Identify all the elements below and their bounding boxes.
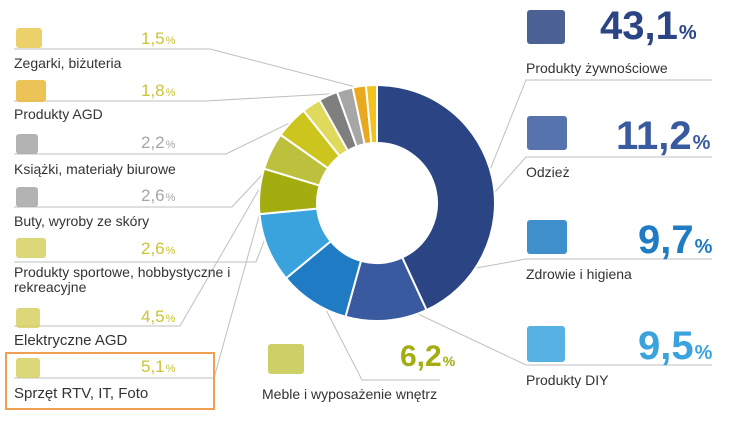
pct-unit: %	[678, 22, 697, 44]
pct-label-sport: 2,6%	[141, 240, 175, 257]
highlight-box	[5, 352, 215, 410]
slice-produkty-zywnosciowe	[376, 83, 496, 312]
cat-label-clothing: Odzież	[526, 164, 570, 180]
rtv-camera-icon	[16, 358, 40, 378]
pct-unit: %	[165, 87, 176, 99]
connector-zegarki-bizuteria	[14, 48, 372, 92]
pct-unit: %	[692, 132, 711, 154]
pct-unit: %	[165, 192, 176, 204]
pct-label-books: 2,2%	[141, 134, 175, 151]
diy-tools-icon	[527, 326, 565, 362]
pct-value: 6,2	[400, 340, 442, 373]
cat-label-watch: Zegarki, biżuteria	[14, 55, 122, 71]
pct-unit: %	[165, 363, 176, 375]
pct-value: 5,1	[141, 357, 165, 376]
category-icons	[16, 10, 567, 378]
bicycle-icon	[16, 238, 46, 258]
health-icon	[527, 220, 567, 254]
pct-label-watch: 1,5%	[141, 30, 175, 47]
pct-value: 1,5	[141, 29, 165, 48]
pct-label-rtv: 5,1%	[141, 358, 175, 375]
pct-label-elec-agd: 4,5%	[141, 308, 175, 325]
cat-label-sport-text: Produkty sportowe, hobbystyczne i rekrea…	[14, 264, 231, 295]
pct-unit: %	[165, 35, 176, 47]
handbag-icon	[16, 187, 38, 207]
cat-label-agd: Produkty AGD	[14, 106, 103, 122]
pct-value: 9,5	[638, 324, 694, 368]
pct-value: 9,7	[638, 218, 694, 262]
clothing-icon	[527, 116, 567, 150]
pct-value: 4,5	[141, 307, 165, 326]
pct-unit: %	[165, 313, 176, 325]
pct-value: 43,1	[600, 4, 678, 48]
cat-label-health: Zdrowie i higiena	[526, 266, 632, 282]
cat-label-elec-agd: Elektryczne AGD	[14, 332, 128, 349]
pct-label-furniture: 6,2%	[400, 342, 455, 372]
pct-value: 11,2	[616, 114, 692, 158]
donut-slices	[258, 83, 496, 322]
watch-icon	[16, 28, 42, 48]
cat-label-diy: Produkty DIY	[526, 372, 609, 388]
pct-value: 2,6	[141, 239, 165, 258]
cat-label-books: Książki, materiały biurowe	[14, 161, 176, 177]
cat-label-shoes: Buty, wyroby ze skóry	[14, 213, 150, 229]
pct-label-food: 43,1%	[600, 6, 697, 46]
pct-unit: %	[694, 342, 713, 364]
appliance-icon	[16, 80, 46, 102]
iron-icon	[16, 308, 40, 328]
furniture-icon	[268, 344, 304, 374]
connector-elektryczne-agd	[14, 125, 297, 327]
pct-unit: %	[442, 353, 456, 369]
pct-value: 2,6	[141, 186, 165, 205]
pct-unit: %	[694, 236, 713, 258]
pct-label-clothing: 11,2%	[616, 116, 710, 156]
pct-label-diy: 9,5%	[638, 326, 712, 366]
pct-unit: %	[165, 245, 176, 257]
pct-label-agd: 1,8%	[141, 82, 175, 99]
pct-value: 1,8	[141, 81, 165, 100]
pct-label-health: 9,7%	[638, 220, 712, 260]
groceries-icon	[527, 10, 565, 44]
cat-label-rtv: Sprzęt RTV, IT, Foto	[14, 385, 149, 402]
connector-produkty-zywnosciowe	[485, 79, 712, 180]
cat-label-sport: Produkty sportowe, hobbystyczne i rekrea…	[14, 265, 254, 295]
books-icon	[16, 134, 38, 154]
pct-value: 2,2	[141, 133, 165, 152]
slice-zegarki-bizuteria	[364, 83, 378, 145]
connector-produkty-agd	[14, 91, 361, 102]
cat-label-food: Produkty żywnościowe	[526, 60, 668, 76]
pct-label-shoes: 2,6%	[141, 187, 175, 204]
pct-unit: %	[165, 139, 176, 151]
cat-label-furniture: Meble i wyposażenie wnętrz	[262, 386, 438, 402]
